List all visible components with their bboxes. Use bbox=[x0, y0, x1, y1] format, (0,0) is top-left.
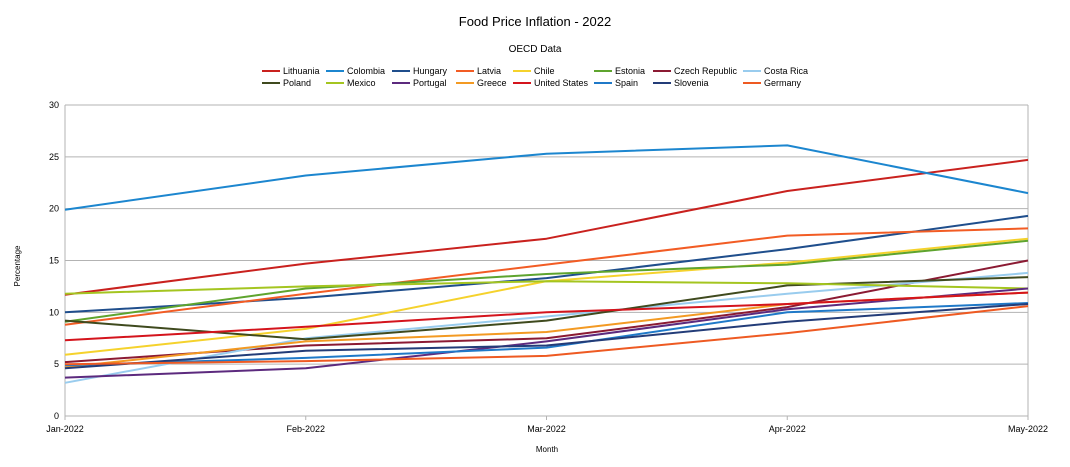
y-axis-ticks: 0 5 10 15 20 25 30 bbox=[49, 100, 59, 421]
gridlines bbox=[64, 104, 1029, 417]
series-line-mexico bbox=[64, 280, 1029, 295]
legend-label-colombia: Colombia bbox=[347, 66, 385, 76]
series-line-colombia bbox=[64, 144, 1029, 211]
legend: Lithuania Colombia Hungary Latvia Chile Eston… bbox=[262, 66, 808, 88]
series-line-estonia bbox=[64, 239, 1029, 323]
series-line-united-states bbox=[64, 291, 1029, 342]
x-tick-label: Jan-2022 bbox=[46, 424, 84, 434]
legend-label-united-states: United States bbox=[534, 78, 589, 88]
x-tick-label: Feb-2022 bbox=[286, 424, 325, 434]
series-line-lithuania bbox=[64, 158, 1029, 296]
legend-label-chile: Chile bbox=[534, 66, 555, 76]
legend-label-lithuania: Lithuania bbox=[283, 66, 320, 76]
series-line-costa-rica bbox=[64, 271, 1029, 384]
chart-subtitle: OECD Data bbox=[509, 44, 562, 55]
legend-label-estonia: Estonia bbox=[615, 66, 645, 76]
legend-label-germany: Germany bbox=[764, 78, 802, 88]
x-axis-ticks: Jan-2022 Feb-2022 Mar-2022 Apr-2022 May-2022 bbox=[46, 416, 1048, 434]
legend-label-latvia: Latvia bbox=[477, 66, 501, 76]
y-tick-label: 20 bbox=[49, 204, 59, 214]
x-axis-label: Month bbox=[536, 445, 558, 454]
y-tick-label: 15 bbox=[49, 256, 59, 266]
y-tick-label: 10 bbox=[49, 307, 59, 317]
legend-label-spain: Spain bbox=[615, 78, 638, 88]
series-lines bbox=[64, 144, 1029, 384]
series-line-germany bbox=[64, 305, 1029, 366]
series-line-slovenia bbox=[64, 303, 1029, 370]
x-tick-label: Apr-2022 bbox=[769, 424, 806, 434]
legend-label-greece: Greece bbox=[477, 78, 507, 88]
x-tick-label: Mar-2022 bbox=[527, 424, 566, 434]
series-line-poland bbox=[64, 276, 1029, 341]
legend-label-czech-republic: Czech Republic bbox=[674, 66, 738, 76]
legend-label-portugal: Portugal bbox=[413, 78, 447, 88]
y-axis-label: Percentage bbox=[13, 245, 22, 286]
chart-title: Food Price Inflation - 2022 bbox=[459, 14, 611, 29]
series-line-spain bbox=[64, 302, 1029, 367]
series-line-portugal bbox=[64, 287, 1029, 379]
series-line-latvia bbox=[64, 227, 1029, 326]
legend-label-slovenia: Slovenia bbox=[674, 78, 709, 88]
x-tick-label: May-2022 bbox=[1008, 424, 1048, 434]
y-tick-label: 30 bbox=[49, 100, 59, 110]
y-tick-label: 0 bbox=[54, 411, 59, 421]
series-line-hungary bbox=[64, 214, 1029, 314]
y-tick-label: 5 bbox=[54, 359, 59, 369]
legend-label-costa-rica: Costa Rica bbox=[764, 66, 808, 76]
y-tick-label: 25 bbox=[49, 152, 59, 162]
legend-label-poland: Poland bbox=[283, 78, 311, 88]
legend-label-mexico: Mexico bbox=[347, 78, 376, 88]
legend-label-hungary: Hungary bbox=[413, 66, 448, 76]
